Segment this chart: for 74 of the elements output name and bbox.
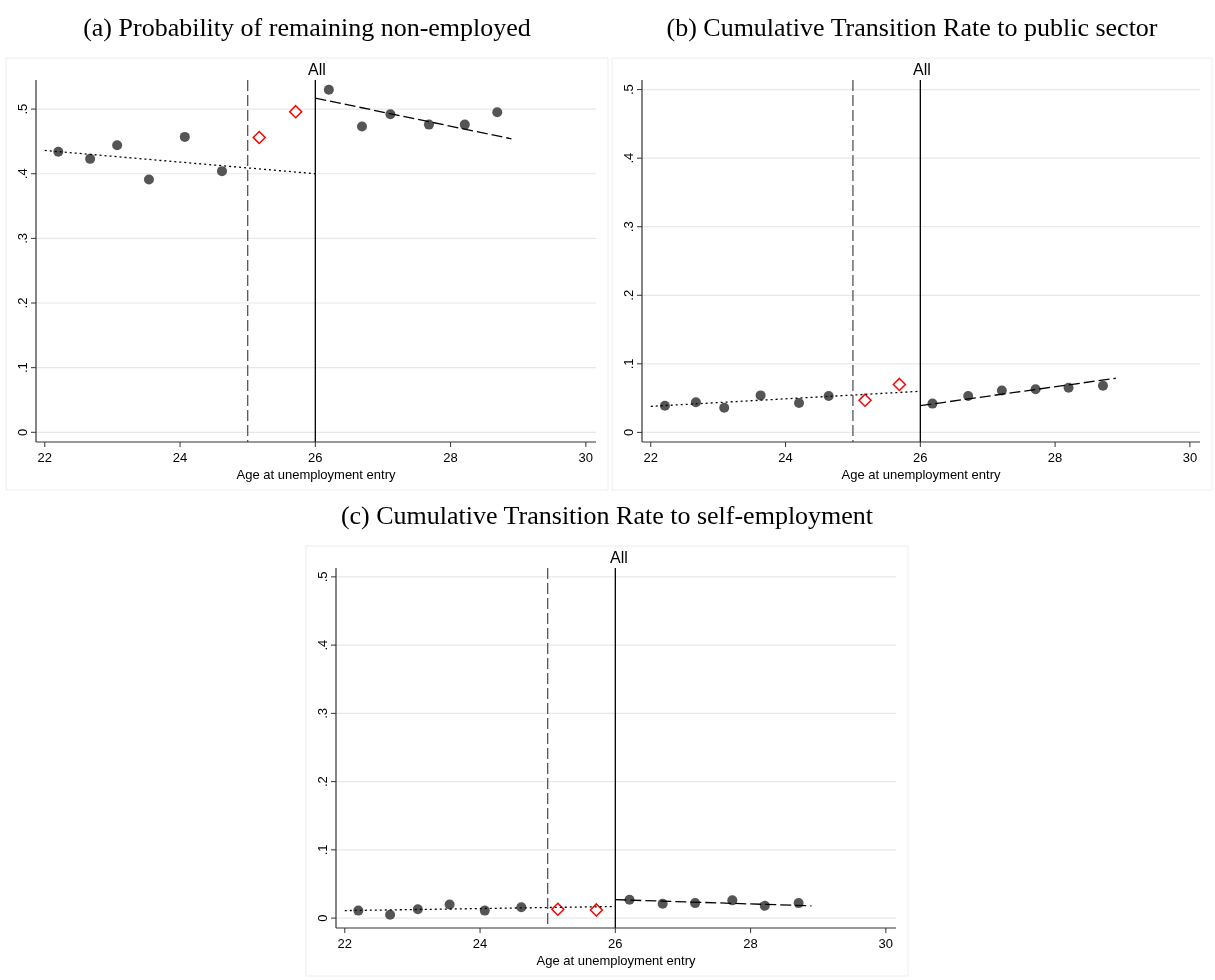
- x-tick-label: 24: [472, 936, 488, 951]
- point: [755, 390, 766, 401]
- point: [589, 903, 604, 917]
- point: [412, 904, 423, 915]
- y-tick-label: .2: [15, 297, 30, 309]
- point: [323, 84, 334, 95]
- x-tick-label: 26: [608, 936, 623, 951]
- x-axis-title: Age at unemployment entry: [841, 467, 1001, 482]
- y-tick-label: .1: [15, 362, 30, 374]
- x-tick-label: 28: [443, 450, 458, 465]
- x-tick-label: 30: [1182, 450, 1198, 465]
- point: [759, 900, 770, 911]
- point: [353, 905, 364, 916]
- point: [727, 895, 738, 906]
- y-tick-label: .2: [315, 776, 330, 788]
- x-tick-label: 24: [172, 450, 188, 465]
- y-tick-label: .2: [621, 289, 636, 301]
- y-tick-label: .1: [621, 358, 636, 370]
- y-tick-label: .5: [315, 571, 330, 583]
- chart-title: (b) Cumulative Transition Rate to public sector: [666, 13, 1158, 42]
- point: [823, 391, 834, 402]
- y-tick-label: .4: [315, 639, 330, 651]
- point: [252, 130, 266, 145]
- point: [719, 402, 730, 413]
- y-tick-label: .4: [15, 168, 30, 180]
- x-tick-label: 22: [643, 450, 658, 465]
- x-axis-title: Age at unemployment entry: [236, 467, 396, 482]
- y-tick-label: 0: [621, 428, 636, 437]
- point: [794, 397, 805, 408]
- point: [179, 131, 190, 142]
- x-tick-label: 30: [578, 450, 594, 465]
- point: [1063, 382, 1074, 393]
- y-tick-label: .5: [15, 103, 30, 115]
- point: [112, 140, 123, 151]
- y-tick-label: .3: [315, 707, 330, 719]
- point: [1097, 380, 1108, 391]
- point: [143, 174, 154, 185]
- y-tick-label: 0: [15, 428, 30, 436]
- point: [53, 146, 64, 157]
- y-tick-label: .4: [621, 152, 636, 164]
- x-tick-label: 30: [878, 936, 894, 951]
- y-tick-label: 0: [315, 914, 330, 922]
- chart-subtitle: All: [610, 549, 628, 566]
- y-tick-label: .3: [15, 232, 30, 244]
- point: [216, 166, 227, 177]
- x-tick-label: 26: [308, 450, 323, 465]
- point: [444, 899, 455, 910]
- chart-subtitle: All: [913, 61, 931, 78]
- x-tick-label: 28: [1047, 450, 1063, 465]
- point: [288, 104, 303, 119]
- point: [551, 902, 565, 916]
- point: [479, 905, 490, 916]
- x-tick-label: 26: [913, 450, 928, 465]
- x-axis-title: Age at unemployment entry: [536, 953, 696, 968]
- point: [85, 153, 96, 164]
- point: [690, 397, 701, 408]
- point: [385, 909, 396, 920]
- y-tick-label: .5: [621, 84, 636, 96]
- x-tick-label: 28: [743, 936, 758, 951]
- y-tick-label: .3: [621, 221, 636, 233]
- x-tick-label: 22: [337, 936, 353, 951]
- x-tick-label: 22: [37, 450, 53, 465]
- chart-title: (c) Cumulative Transition Rate to self-employment: [340, 501, 874, 530]
- point: [423, 119, 434, 130]
- point: [659, 400, 670, 411]
- y-tick-label: .1: [315, 844, 330, 856]
- point: [892, 377, 907, 392]
- point: [459, 119, 470, 130]
- point: [356, 121, 367, 132]
- x-tick-label: 24: [778, 450, 793, 465]
- chart-subtitle: All: [308, 61, 326, 78]
- chart-title: (a) Probability of remaining non-employed: [83, 13, 531, 42]
- point: [858, 393, 872, 407]
- point: [492, 107, 503, 118]
